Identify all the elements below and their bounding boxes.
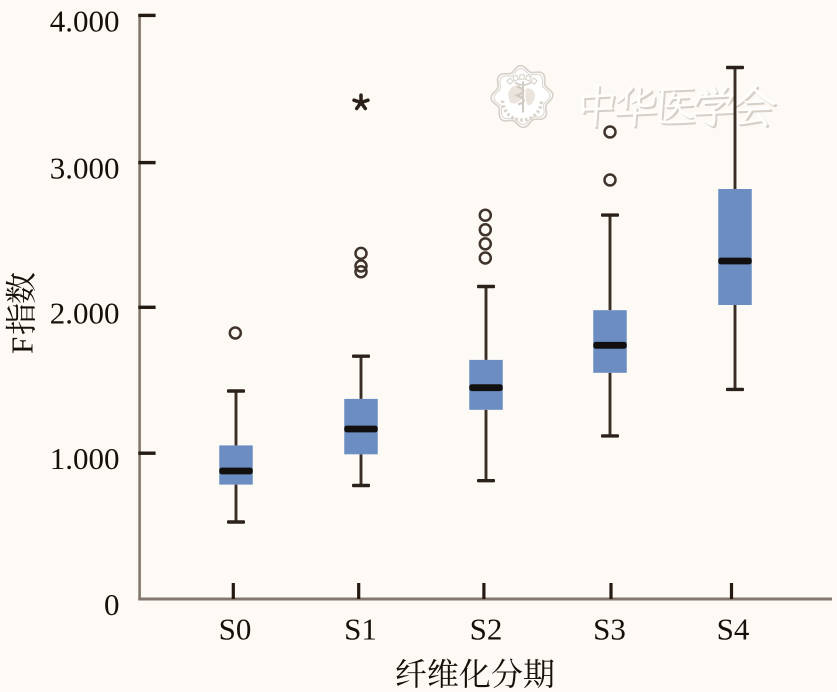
- svg-text:S1: S1: [344, 612, 377, 647]
- svg-text:S2: S2: [470, 612, 503, 647]
- svg-text:3.000: 3.000: [50, 151, 120, 186]
- svg-text:F: F: [5, 337, 40, 354]
- svg-text:2.000: 2.000: [50, 295, 120, 330]
- svg-text:0: 0: [104, 587, 120, 622]
- svg-text:4.000: 4.000: [50, 3, 120, 38]
- svg-text:S0: S0: [219, 612, 252, 647]
- svg-text:S4: S4: [717, 612, 750, 647]
- svg-text:1.000: 1.000: [50, 441, 120, 476]
- svg-text:S3: S3: [593, 612, 626, 647]
